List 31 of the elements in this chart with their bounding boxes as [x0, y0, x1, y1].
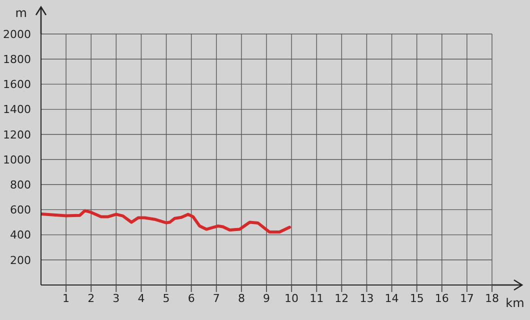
y-tick-label: 1400: [3, 103, 31, 116]
y-axis-title: m: [15, 6, 27, 20]
x-tick-label: 18: [485, 292, 499, 305]
x-tick-label: 14: [384, 292, 399, 305]
y-tick-label: 1200: [3, 128, 31, 142]
x-tick-label: 16: [434, 292, 449, 305]
y-tick-label: 1600: [3, 78, 31, 92]
y-tick-label: 400: [10, 228, 31, 242]
x-axis-title: km: [506, 296, 524, 310]
line-series: [41, 209, 292, 234]
y-tick-label: 2000: [3, 28, 31, 41]
x-tick-label: 13: [360, 292, 374, 305]
x-tick-label: 8: [238, 292, 245, 305]
x-tick-label: 9: [263, 292, 270, 305]
x-tick-label: 5: [162, 292, 170, 305]
x-tick-label: 4: [138, 292, 145, 305]
x-tick-label: 17: [460, 292, 474, 305]
x-tick-label: 2: [88, 292, 95, 305]
x-tick-label: 15: [410, 292, 424, 305]
x-tick-label: 12: [334, 292, 349, 305]
x-tick-label: 1: [62, 292, 70, 305]
y-tick-label: 600: [10, 204, 31, 217]
x-tick-label: 11: [310, 292, 324, 305]
y-tick-label: 1800: [3, 53, 31, 66]
x-tick-label: 6: [188, 292, 195, 305]
y-tick-label: 1000: [3, 153, 31, 166]
y-tick-label: 800: [10, 178, 31, 192]
y-tick-label: 200: [10, 254, 31, 267]
x-tick-label: 10: [284, 292, 299, 305]
x-tick-label: 7: [212, 292, 220, 305]
x-tick-label: 3: [112, 292, 120, 305]
